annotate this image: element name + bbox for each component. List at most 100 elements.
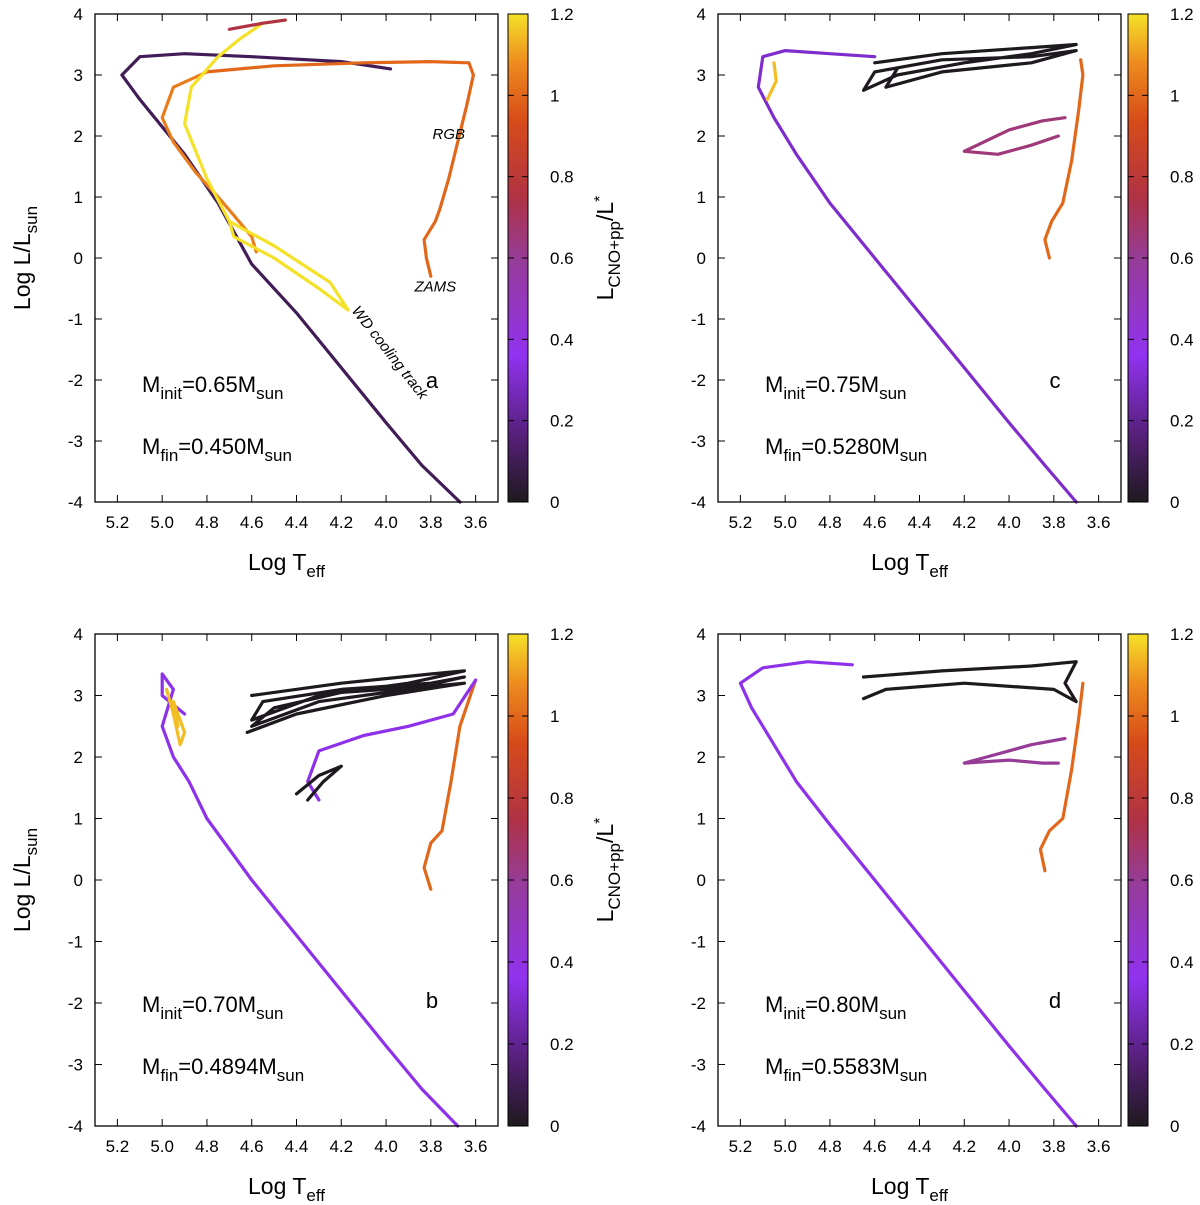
y-tick-label: -4: [68, 493, 83, 512]
colorbar-tick-label: 1: [550, 707, 559, 726]
colorbar-tick-label: 0.2: [1170, 1035, 1194, 1054]
y-tick-label: 3: [74, 66, 83, 85]
x-tick-label: 5.2: [106, 513, 130, 532]
x-tick-label: 4.6: [863, 1137, 887, 1156]
colorbar-tick-label: 0.4: [550, 330, 574, 349]
x-tick-label: 5.2: [729, 1137, 753, 1156]
x-axis-label: Log Teff: [871, 1173, 948, 1205]
track-c-0: [1043, 58, 1085, 260]
x-tick-label: 5.2: [106, 1137, 130, 1156]
tracks: [738, 660, 1085, 1128]
y-tick-label: -3: [68, 432, 83, 451]
x-tick-label: 3.8: [1042, 1137, 1066, 1156]
x-tick-label: 4.4: [908, 513, 932, 532]
x-tick-label: 4.0: [997, 1137, 1021, 1156]
track-d-3: [738, 660, 1078, 1128]
track-d-2: [861, 660, 1078, 704]
y-tick-label: -1: [691, 933, 706, 952]
y-tick-label: 3: [697, 66, 706, 85]
y-tick-label: 1: [697, 810, 706, 829]
initial-mass-label: Minit=0.75Msun: [765, 372, 906, 403]
y-tick-label: -2: [691, 371, 706, 390]
x-tick-label: 4.6: [863, 513, 887, 532]
track-a-2: [160, 70, 258, 254]
y-tick-label: -1: [68, 310, 83, 329]
y-tick-label: 4: [697, 5, 706, 24]
track-c-4: [765, 61, 778, 102]
y-tick-label: -3: [68, 1056, 83, 1075]
track-b-4: [160, 672, 460, 1128]
panel-letter: a: [426, 368, 439, 393]
track-b-1: [306, 678, 478, 802]
colorbar-tick-label: 0.8: [1170, 789, 1194, 808]
y-tick-label: -1: [68, 933, 83, 952]
final-mass-label: Mfin=0.5280Msun: [765, 434, 927, 465]
y-tick-label: -2: [68, 994, 83, 1013]
x-axis-label: Log Teff: [871, 549, 948, 581]
x-axis-label: Log Teff: [248, 1173, 325, 1205]
track-a-0: [120, 52, 462, 504]
track-a-1: [205, 59, 475, 278]
plot-frame: [94, 13, 499, 503]
y-axis-label: Log L/Lsun: [9, 828, 41, 932]
y-tick-label: 4: [74, 5, 83, 24]
x-tick-label: 5.0: [773, 1137, 797, 1156]
y-tick-label: 2: [697, 127, 706, 146]
plot-frame: [94, 633, 499, 1127]
y-tick-label: 1: [74, 810, 83, 829]
colorbar-tick-label: 0.2: [550, 412, 574, 431]
panel-letter: c: [1050, 368, 1061, 393]
y-tick-label: 0: [697, 871, 706, 890]
wd-cooling-label: WD cooling track: [348, 303, 432, 404]
x-tick-label: 4.2: [952, 1137, 976, 1156]
track-c-3: [756, 48, 1078, 504]
final-mass-label: Mfin=0.4894Msun: [142, 1054, 304, 1085]
colorbar-tick-label: 0.4: [1170, 330, 1194, 349]
track-b-3: [245, 669, 466, 735]
x-tick-label: 4.4: [285, 513, 309, 532]
x-tick-label: 3.8: [419, 1137, 443, 1156]
colorbar-tick-label: 1.2: [550, 625, 574, 644]
rgb-label: RGB: [432, 126, 465, 143]
x-tick-label: 4.6: [240, 513, 264, 532]
y-tick-label: -1: [691, 310, 706, 329]
colorbar-tick-label: 1.2: [1170, 5, 1194, 24]
y-tick-label: 0: [697, 249, 706, 268]
track-b-5: [165, 687, 187, 747]
track-b-2: [294, 764, 343, 802]
colorbar-label: LCNO+pp/L*: [592, 196, 624, 301]
x-tick-label: 4.8: [195, 1137, 219, 1156]
y-tick-label: 0: [74, 871, 83, 890]
x-tick-label: 4.8: [195, 513, 219, 532]
panel-c: 5.2 5.0 4.8 4.6 4.4 4.2 4.0 3.8 3.6 4 3 2 1 0 -1 -2 -3 -4…: [691, 5, 1194, 581]
x-tick-label: 5.0: [150, 1137, 174, 1156]
colorbar-tick-label: 1.2: [550, 5, 574, 24]
y-tick-label: 4: [697, 625, 706, 644]
initial-mass-label: Minit=0.65Msun: [142, 372, 283, 403]
x-tick-label: 3.8: [1042, 513, 1066, 532]
panel-d: 5.2 5.0 4.8 4.6 4.4 4.2 4.0 3.8 3.6 4 3 2 1 0 -1 -2 -3 -4…: [691, 625, 1194, 1205]
colorbar-tick-label: 0: [550, 493, 559, 512]
tracks: [756, 42, 1085, 504]
x-axis-label: Log Teff: [248, 549, 325, 581]
colorbar-tick-label: 0: [550, 1117, 559, 1136]
x-tick-label: 3.6: [464, 513, 488, 532]
panel-letter: b: [426, 988, 438, 1013]
colorbar-tick-label: 0.4: [550, 953, 574, 972]
colorbar-tick-label: 0.8: [550, 789, 574, 808]
y-tick-label: 3: [697, 687, 706, 706]
y-tick-label: 0: [74, 249, 83, 268]
colorbar-tick-label: 0: [1170, 493, 1179, 512]
colorbar-label: LCNO+pp/L*: [592, 818, 624, 923]
final-mass-label: Mfin=0.450Msun: [142, 434, 292, 465]
colorbar-tick-label: 0.2: [550, 1035, 574, 1054]
final-mass-label: Mfin=0.5583Msun: [765, 1054, 927, 1085]
y-tick-label: -4: [691, 1117, 706, 1136]
colorbar-tick-label: 0: [1170, 1117, 1179, 1136]
track-a-4: [227, 18, 287, 31]
y-tick-label: 2: [697, 748, 706, 767]
panel-b: 5.2 5.0 4.8 4.6 4.4 4.2 4.0 3.8 3.6 4 3 2 1 0 -1 -2 -3 -4…: [9, 625, 624, 1205]
colorbar-tick-label: 0.8: [550, 168, 574, 187]
colorbar-tick-label: 0.6: [1170, 871, 1194, 890]
